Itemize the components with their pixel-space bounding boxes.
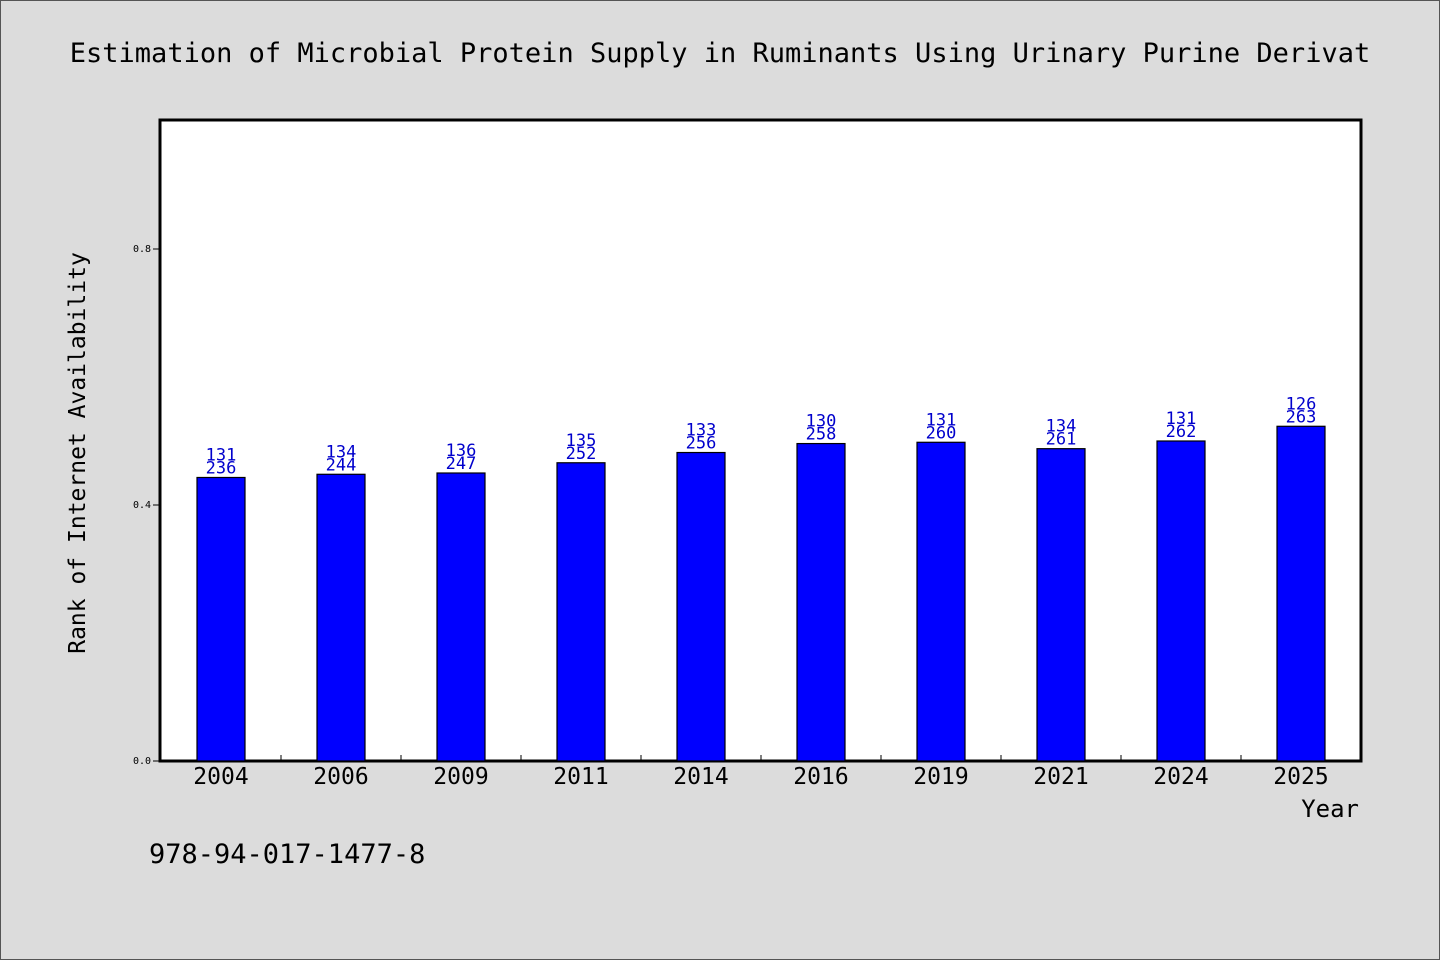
x-tick-label: 2014 xyxy=(673,764,728,790)
bar-2006 xyxy=(316,473,366,762)
data-label-top: 131 xyxy=(1166,409,1197,429)
data-label-bottom: 258 xyxy=(806,425,837,445)
data-label-top: 130 xyxy=(806,412,837,432)
bar-2011 xyxy=(556,462,606,762)
data-label-bottom: 252 xyxy=(566,444,597,464)
x-tick-label: 2025 xyxy=(1273,764,1328,790)
x-tick-label: 2009 xyxy=(433,764,488,790)
data-label-top: 135 xyxy=(566,431,597,451)
data-label-bottom: 261 xyxy=(1046,430,1077,450)
data-label-bottom: 247 xyxy=(446,454,477,474)
bars-layer xyxy=(196,425,1326,762)
x-tick-label: 2004 xyxy=(193,764,248,790)
data-label-top: 133 xyxy=(686,421,717,441)
data-label-top: 136 xyxy=(446,441,477,461)
x-tick-label: 2011 xyxy=(553,764,608,790)
y-tick-label: 0.8 xyxy=(133,244,151,255)
data-label-bottom: 256 xyxy=(686,434,717,454)
y-axis-label: Rank of Internet Availability xyxy=(65,252,91,654)
data-label-top: 131 xyxy=(206,445,237,465)
bar-2021 xyxy=(1036,448,1086,762)
x-tick-label: 2016 xyxy=(793,764,848,790)
y-tick-label: 0.0 xyxy=(133,756,151,767)
x-axis-label: Year xyxy=(1301,795,1359,823)
isbn-label: 978-94-017-1477-8 xyxy=(149,839,425,870)
y-ticks-layer: 0.0 0.4 0.8 xyxy=(133,244,161,767)
x-tick-label: 2024 xyxy=(1153,764,1208,790)
data-labels-layer: 1312361342441362471352521332561302581312… xyxy=(206,394,1317,478)
data-label-top: 134 xyxy=(326,442,357,462)
bar-2016 xyxy=(796,442,846,762)
data-label-bottom: 263 xyxy=(1286,407,1317,427)
bar-2025 xyxy=(1276,425,1326,762)
x-tick-label: 2006 xyxy=(313,764,368,790)
bar-2024 xyxy=(1156,440,1206,762)
bar-2019 xyxy=(916,441,966,762)
y-tick-label: 0.4 xyxy=(133,500,151,511)
data-label-bottom: 260 xyxy=(926,423,957,443)
chart-title: Estimation of Microbial Protein Supply i… xyxy=(70,38,1370,69)
bar-2004 xyxy=(196,476,246,762)
bar-2014 xyxy=(676,451,726,762)
data-label-top: 126 xyxy=(1286,394,1317,414)
x-tick-label: 2019 xyxy=(913,764,968,790)
data-label-bottom: 262 xyxy=(1166,422,1197,442)
bar-2009 xyxy=(436,472,486,762)
data-label-bottom: 236 xyxy=(206,458,237,478)
x-ticks-layer: 2004 2006 2009 2011 2014 2016 2019 2021 2024 2025 xyxy=(193,755,1329,790)
data-label-top: 134 xyxy=(1046,417,1077,437)
data-label-top: 131 xyxy=(926,410,957,430)
data-label-bottom: 244 xyxy=(326,455,357,475)
x-tick-label: 2021 xyxy=(1033,764,1088,790)
